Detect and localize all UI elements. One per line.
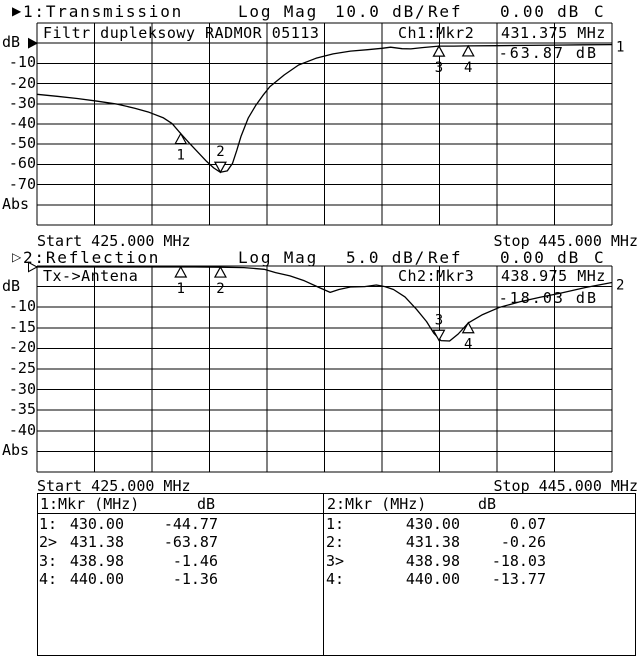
ch1-ref-value: 0.00 dB: [500, 2, 581, 21]
table1-row1-value: -44.77: [163, 515, 218, 533]
ch2-active-arrow-icon: ▷: [12, 250, 22, 264]
ch1-transmission-ytick-Abs: Abs: [2, 194, 30, 213]
ch1-transmission-marker-3-icon: [432, 44, 446, 57]
table2-row2-marker-id: 2:: [326, 533, 345, 552]
ch2-reflection-trace: [37, 266, 613, 342]
ch2-reflection-ytick--15: -15: [8, 317, 36, 336]
marker-table-frame: [37, 493, 636, 656]
table2-row4-freq: 440.00: [405, 570, 460, 589]
ch2-ref-value: 0.00 dB: [500, 248, 581, 267]
ch2-start-freq: Start 425.000 MHz: [37, 477, 191, 495]
marker-table-divider: [323, 494, 324, 655]
ch1-transmission-trace: [36, 43, 613, 173]
ch2-reflection-marker-1-icon: [174, 265, 188, 278]
table2-row2-freq: 431.38: [405, 533, 460, 552]
ch2-reflection-trace-number: 2: [616, 277, 624, 293]
ch2-reflection-marker-3-label: 3: [435, 312, 443, 328]
ch2-plot-title: Tx->Antena: [43, 267, 139, 285]
table2-row3-marker-id: 3>: [326, 551, 345, 570]
ch2-marker-readout-value: -18.03 dB: [498, 289, 598, 307]
ch2-reflection-ytick--10: -10: [8, 297, 36, 316]
ch2-reflection-marker-4-icon: [461, 321, 475, 334]
table1-row1-marker-id: 1:: [39, 515, 58, 533]
ch2-cal-indicator: C: [594, 248, 606, 267]
table1-row4-value: -1.36: [172, 570, 218, 589]
ch1-transmission-marker-4-label: 4: [464, 60, 472, 76]
table1-row2-marker-id: 2>: [39, 533, 58, 552]
ch2-marker-readout-freq: 438.975 MHz: [501, 267, 606, 285]
ch2-reflection-marker-3-icon: [432, 329, 446, 342]
ch2-scale-label: 5.0 dB/: [346, 248, 427, 267]
ch1-cal-indicator: C: [594, 2, 606, 21]
ch2-reflection-marker-2-icon: [213, 265, 227, 278]
ch2-channel-title: 2:Reflection: [23, 248, 161, 267]
ch1-active-arrow-icon: ▶: [12, 4, 22, 18]
ch1-stop-freq: Stop 445.000 MHz: [493, 232, 639, 250]
ch1-transmission-ytick--20: -20: [8, 73, 36, 92]
ch2-reflection-marker-4-label: 4: [464, 337, 472, 353]
table1-row3-value: -1.46: [172, 551, 218, 570]
ch2-format-label: Log Mag: [238, 248, 319, 267]
table2-row2-value: -0.26: [500, 533, 546, 552]
ch1-transmission-ref-level-arrow-icon: [28, 37, 39, 49]
ch1-scale-label: 10.0 dB/: [335, 2, 427, 21]
table2-title: 2:Mkr (MHz): [327, 495, 427, 513]
ch1-transmission-ytick--50: -50: [8, 134, 36, 153]
ch2-reflection-ytick-dB: dB: [2, 276, 21, 295]
ch2-reflection-ytick-Abs: Abs: [2, 441, 30, 460]
ch1-transmission-ytick--40: -40: [8, 114, 36, 132]
table1-row3-freq: 438.98: [69, 551, 124, 570]
ch2-ref-label: Ref: [428, 248, 463, 267]
ch1-marker-readout-freq: 431.375 MHz: [501, 24, 606, 42]
table1-row2-value: -63.87: [163, 533, 218, 552]
ch2-reflection-ref-level-arrow-icon: [28, 261, 39, 273]
table1-title: 1:Mkr (MHz): [40, 495, 140, 513]
marker-table-header-rule: [38, 513, 635, 514]
table2-row1-value: 0.07: [509, 515, 546, 533]
ch2-reflection-ytick--35: -35: [8, 400, 36, 419]
ch1-channel-title: 1:Transmission: [23, 2, 184, 21]
ch2-marker-readout-label: Ch2:Mkr3: [398, 267, 475, 285]
ch2-reflection-marker-1-label: 1: [177, 281, 185, 297]
ch1-transmission-ytick--70: -70: [8, 174, 36, 193]
ch1-transmission-ytick--60: -60: [8, 154, 36, 173]
ch1-transmission-ytick--30: -30: [8, 93, 36, 112]
table1-row4-marker-id: 4:: [39, 570, 58, 589]
table1-row2-freq: 431.38: [69, 533, 124, 552]
ch1-transmission-marker-2-icon: [213, 161, 227, 174]
ch2-reflection-ytick--20: -20: [8, 338, 36, 357]
ch1-transmission-marker-4-icon: [461, 44, 475, 57]
table2-unit-header: dB: [478, 495, 497, 513]
ch1-transmission-ytick-dB: dB: [2, 33, 21, 52]
ch1-transmission-ytick--10: -10: [8, 53, 36, 72]
ch1-ref-label: Ref: [428, 2, 463, 21]
ch1-format-label: Log Mag: [238, 2, 319, 21]
ch1-transmission-trace-number: 1: [616, 40, 624, 56]
ch2-reflection-ytick--30: -30: [8, 379, 36, 398]
table2-row3-value: -18.03: [491, 551, 546, 570]
ch2-reflection-ytick--40: -40: [8, 420, 36, 439]
ch2-stop-freq: Stop 445.000 MHz: [493, 477, 639, 495]
table1-row3-marker-id: 3:: [39, 551, 58, 570]
table1-row1-freq: 430.00: [69, 515, 124, 533]
ch1-marker-readout-label: Ch1:Mkr2: [398, 24, 475, 42]
ch1-transmission-marker-1-icon: [174, 132, 188, 145]
ch1-plot-title: Filtr dupleksowy RADMOR 05113: [43, 24, 320, 42]
ch1-start-freq: Start 425.000 MHz: [37, 232, 191, 250]
table2-row4-value: -13.77: [491, 570, 546, 589]
ch1-transmission-marker-3-label: 3: [435, 60, 443, 76]
ch1-marker-readout-value: -63.87 dB: [498, 44, 598, 62]
table1-row4-freq: 440.00: [69, 570, 124, 589]
table2-row1-marker-id: 1:: [326, 515, 345, 533]
ch1-transmission-marker-2-label: 2: [216, 144, 224, 160]
table2-row1-freq: 430.00: [405, 515, 460, 533]
table1-unit-header: dB: [197, 495, 216, 513]
table2-row4-marker-id: 4:: [326, 570, 345, 589]
ch2-reflection-ytick--25: -25: [8, 359, 36, 377]
ch2-reflection-marker-2-label: 2: [216, 281, 224, 297]
ch1-transmission-marker-1-label: 1: [177, 148, 185, 164]
table2-row3-freq: 438.98: [405, 551, 460, 570]
